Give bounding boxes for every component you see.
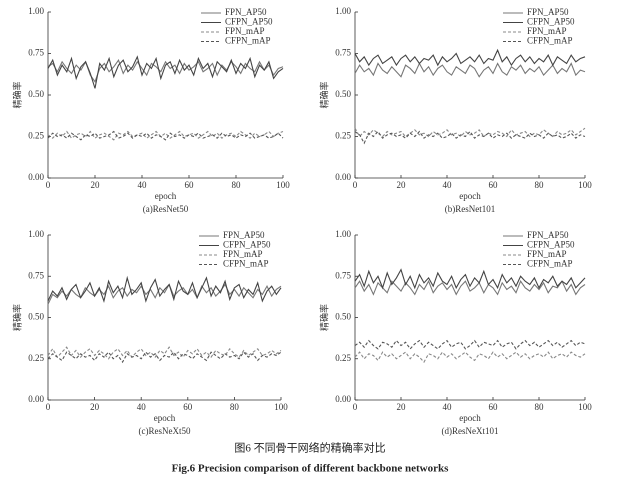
series-line — [47, 275, 282, 303]
legend-label: FPN_AP50 — [225, 7, 267, 17]
x-tick-label: 40 — [137, 402, 147, 412]
legend-label: FPN_mAP — [225, 26, 265, 36]
y-tick-label: 0.75 — [335, 48, 351, 58]
x-tick-label: 60 — [185, 180, 195, 190]
x-tick-label: 100 — [578, 180, 592, 190]
subtitle: (d)ResNeXt101 — [442, 426, 499, 436]
legend-label: CFPN_AP50 — [527, 240, 575, 250]
x-axis-label: epoch — [459, 191, 481, 201]
legend-label: CFPN_mAP — [527, 259, 573, 269]
x-tick-label: 40 — [443, 180, 453, 190]
x-tick-label: 40 — [443, 402, 453, 412]
legend-label: CFPN_mAP — [223, 259, 269, 269]
subtitle: (a)ResNet50 — [143, 204, 189, 214]
x-tick-label: 100 — [276, 180, 290, 190]
y-tick-label: 0.75 — [28, 48, 44, 58]
x-tick-label: 0 — [46, 180, 51, 190]
y-axis-label: 精确率 — [319, 81, 331, 108]
y-tick-label: 0.00 — [28, 172, 44, 182]
y-tick-label: 0.25 — [28, 131, 44, 141]
y-tick-label: 1.00 — [28, 6, 44, 16]
y-tick-label: 1.00 — [335, 6, 351, 16]
series-line — [354, 268, 586, 290]
series-line — [47, 130, 284, 141]
x-tick-label: 60 — [489, 180, 499, 190]
x-tick-label: 0 — [353, 180, 358, 190]
y-tick-label: 0.50 — [28, 89, 44, 99]
x-tick-label: 80 — [230, 402, 240, 412]
x-tick-label: 40 — [138, 180, 148, 190]
x-axis-label: epoch — [155, 191, 177, 201]
series-line — [47, 55, 284, 89]
x-tick-label: 0 — [353, 402, 358, 412]
y-tick-label: 0.25 — [28, 353, 44, 363]
legend-label: CFPN_mAP — [527, 36, 573, 46]
y-axis-label: 精确率 — [12, 81, 24, 108]
y-axis-label: 精确率 — [319, 304, 331, 331]
y-tick-label: 0.00 — [28, 394, 44, 404]
x-tick-label: 0 — [46, 402, 51, 412]
y-tick-label: 0.25 — [335, 353, 351, 363]
series-line — [354, 48, 586, 67]
x-tick-label: 80 — [535, 180, 545, 190]
x-tick-label: 20 — [91, 180, 101, 190]
y-axis-label: 精确率 — [12, 304, 24, 331]
x-tick-label: 20 — [397, 180, 407, 190]
series-line — [47, 351, 282, 364]
x-tick-label: 60 — [183, 402, 193, 412]
caption-cn: 图6 不同骨干网络的精确率对比 — [234, 441, 385, 455]
y-tick-label: 0.25 — [335, 131, 351, 141]
y-tick-label: 0.75 — [28, 270, 44, 280]
series-line — [47, 346, 282, 360]
caption-en: Fig.6 Precision comparison of different … — [172, 463, 449, 475]
y-tick-label: 0.50 — [335, 89, 351, 99]
series-line — [354, 130, 586, 145]
x-tick-label: 100 — [274, 402, 288, 412]
legend-label: CFPN_mAP — [225, 36, 271, 46]
series-line — [354, 62, 586, 78]
subtitle: (c)ResNeXt50 — [139, 426, 191, 436]
series-line — [354, 351, 586, 363]
y-tick-label: 0.00 — [335, 394, 351, 404]
subtitle: (b)ResNet101 — [445, 204, 496, 214]
x-tick-label: 60 — [489, 402, 499, 412]
legend-label: CFPN_AP50 — [225, 17, 273, 27]
legend-label: FPN_AP50 — [223, 230, 265, 240]
x-axis-label: epoch — [154, 413, 176, 423]
y-tick-label: 1.00 — [28, 229, 44, 239]
legend-label: FPN_AP50 — [527, 230, 569, 240]
x-tick-label: 100 — [578, 402, 592, 412]
legend-label: FPN_AP50 — [527, 7, 569, 17]
legend-label: CFPN_AP50 — [527, 17, 575, 27]
x-axis-label: epoch — [459, 413, 481, 423]
x-tick-label: 80 — [232, 180, 242, 190]
x-tick-label: 20 — [90, 402, 100, 412]
legend-label: FPN_mAP — [223, 249, 263, 259]
y-tick-label: 0.75 — [335, 270, 351, 280]
legend-label: FPN_mAP — [527, 26, 567, 36]
x-tick-label: 80 — [535, 402, 545, 412]
y-tick-label: 0.50 — [335, 312, 351, 322]
series-line — [47, 130, 284, 141]
x-tick-label: 20 — [397, 402, 407, 412]
series-line — [354, 279, 586, 296]
y-tick-label: 0.00 — [335, 172, 351, 182]
y-tick-label: 1.00 — [335, 229, 351, 239]
y-tick-label: 0.50 — [28, 312, 44, 322]
legend-label: FPN_mAP — [527, 249, 567, 259]
series-line — [354, 127, 586, 138]
series-line — [354, 339, 586, 350]
legend-label: CFPN_AP50 — [223, 240, 271, 250]
